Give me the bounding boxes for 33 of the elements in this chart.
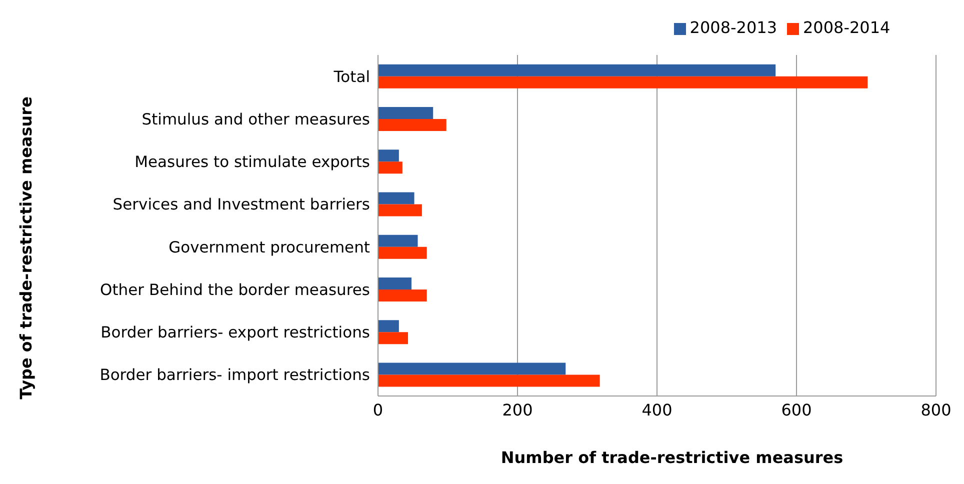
y-tick-label: Other Behind the border measures [100, 280, 370, 299]
x-tick-label: 800 [920, 400, 952, 420]
y-tick-label: Border barriers- import restrictions [100, 366, 370, 384]
bar [378, 107, 434, 120]
bar [378, 374, 600, 387]
legend-label: 2008-2013 [690, 18, 777, 37]
y-tick-label: Stimulus and other measures [142, 110, 370, 128]
bar [378, 246, 427, 259]
y-tick-label: Services and Investment barriers [112, 196, 370, 214]
bar [378, 234, 418, 247]
bar [378, 76, 868, 88]
bar [378, 278, 412, 290]
y-tick-label: Measures to stimulate exports [134, 153, 370, 172]
x-tick-label: 0 [372, 400, 384, 420]
bar [378, 320, 399, 332]
y-axis-title: Type of trade-restrictive measure [16, 96, 36, 400]
bar [378, 290, 427, 302]
bar [378, 204, 422, 216]
y-tick-label: Government procurement [168, 238, 370, 256]
x-tick-label: 600 [781, 400, 812, 420]
x-tick-label: 200 [502, 400, 533, 420]
x-axis-title: Number of trade-restrictive measures [500, 448, 844, 467]
bar [378, 162, 402, 174]
bar [378, 150, 399, 162]
x-tick-label: 400 [642, 400, 672, 420]
bar [378, 332, 408, 344]
y-tick-label: Border barriers- export restrictions [100, 324, 370, 342]
bar [378, 64, 776, 76]
bar [378, 119, 446, 132]
y-tick-label: Total [332, 68, 370, 86]
bar [378, 362, 566, 375]
bar [378, 192, 414, 204]
legend-label: 2008-2014 [803, 18, 890, 37]
